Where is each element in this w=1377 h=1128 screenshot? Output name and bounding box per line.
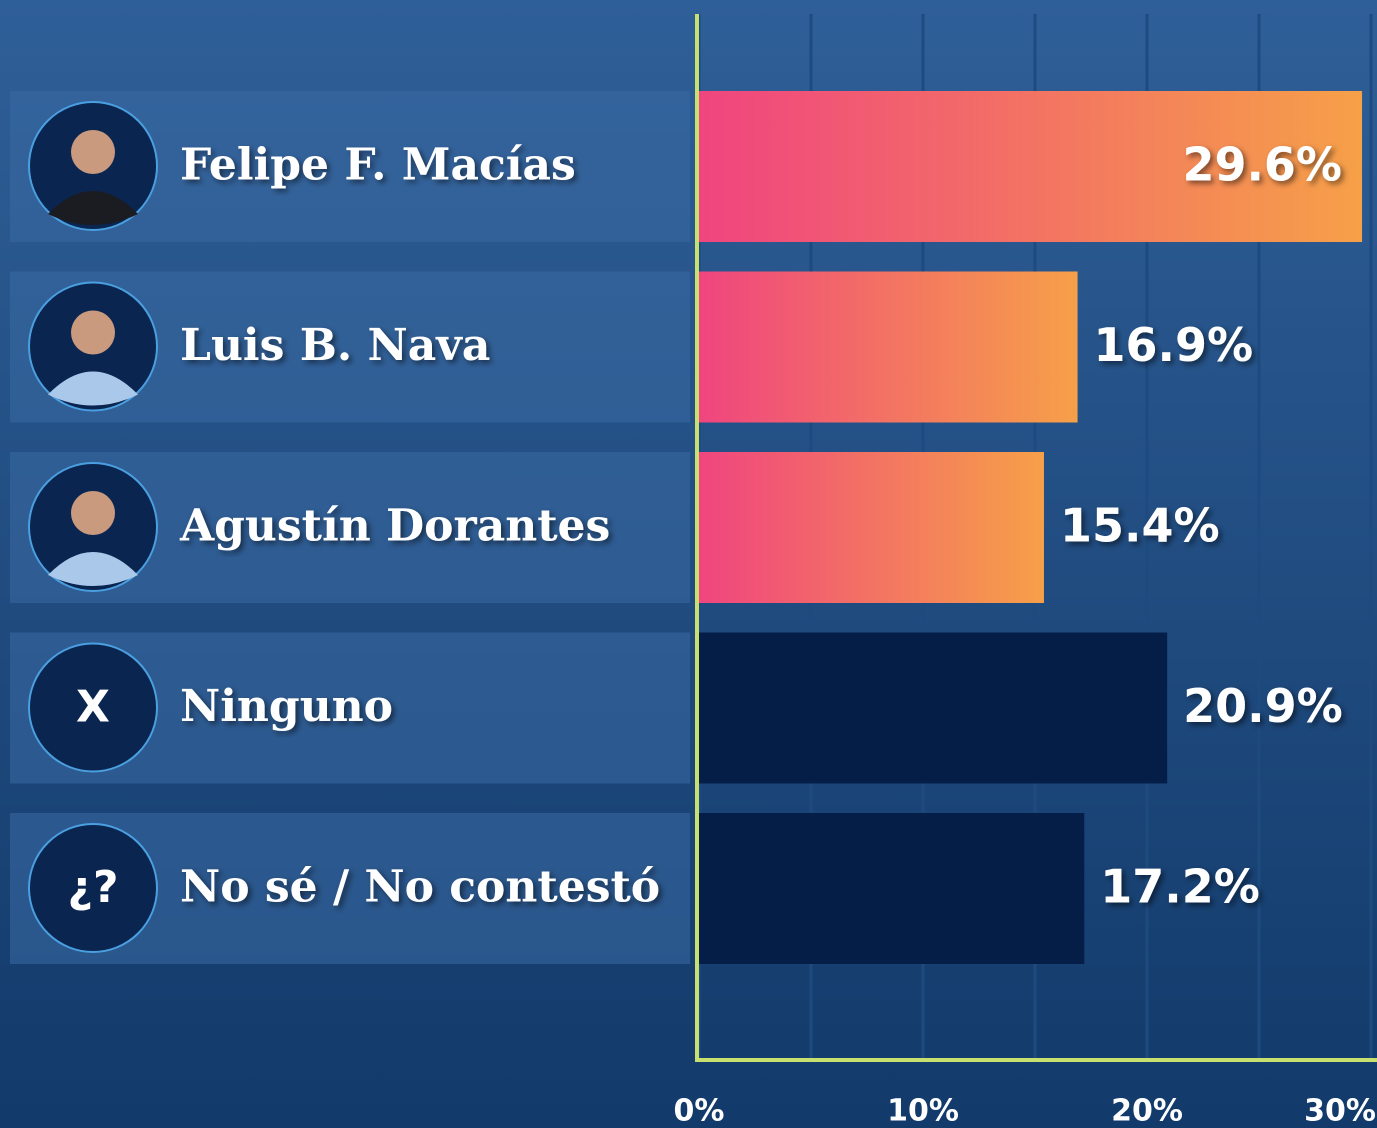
value-label: 16.9% — [1094, 318, 1254, 372]
icon-label: ¿? — [67, 862, 118, 913]
category-label: Agustín Dorantes — [179, 501, 610, 552]
x-tick-label: 10% — [887, 1094, 959, 1128]
avatar — [28, 823, 158, 953]
category-label: No sé / No contestó — [180, 862, 660, 913]
category-label: Ninguno — [180, 681, 393, 732]
value-label: 20.9% — [1183, 679, 1343, 733]
avatar-head — [71, 491, 115, 535]
icon-label: X — [76, 682, 110, 733]
avatar — [28, 642, 158, 773]
avatar-body — [48, 191, 138, 225]
avatar-body — [48, 552, 138, 586]
value-label: 29.6% — [1182, 138, 1342, 192]
bar — [699, 632, 1168, 784]
x-tick-label: 20% — [1111, 1094, 1183, 1128]
avatar-head — [71, 130, 115, 174]
bar — [699, 452, 1044, 603]
avatar-head — [71, 310, 115, 355]
category-label: Felipe F. Macías — [180, 140, 576, 191]
bar — [699, 271, 1078, 423]
x-tick-label: 30% — [1304, 1094, 1376, 1128]
bar — [699, 91, 1363, 242]
avatar-body — [48, 371, 138, 406]
category-label: Luis B. Nava — [180, 320, 490, 371]
value-label: 17.2% — [1100, 860, 1260, 914]
bar — [699, 813, 1085, 964]
value-label: 15.4% — [1060, 499, 1220, 553]
x-tick-label: 0% — [674, 1094, 725, 1128]
